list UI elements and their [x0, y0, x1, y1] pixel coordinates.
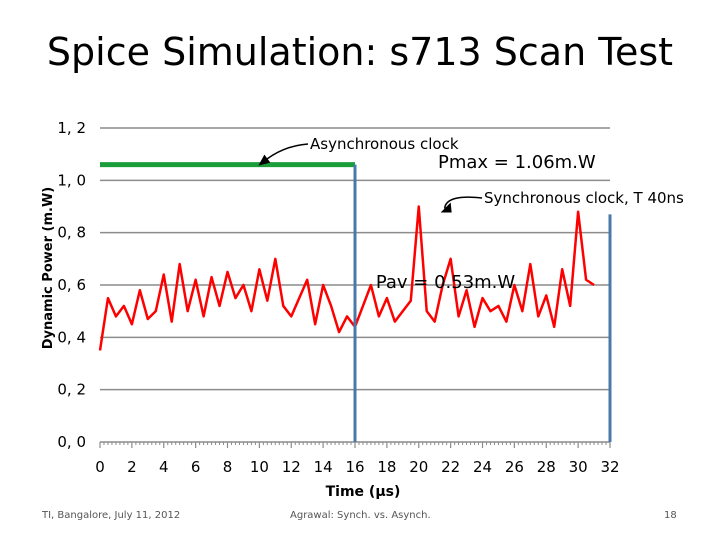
slide-title: Spice Simulation: s713 Scan Test	[46, 30, 674, 74]
x-tick-label: 0	[95, 458, 105, 476]
x-tick-label: 6	[191, 458, 201, 476]
x-tick-label: 12	[282, 458, 301, 476]
annotation-arrow	[261, 143, 309, 164]
chart-axes	[99, 441, 611, 448]
chart-markers	[353, 164, 612, 442]
annotation-async-clock: Asynchronous clock	[310, 135, 459, 153]
x-tick-label: 26	[505, 458, 524, 476]
sync-clock-series	[98, 205, 595, 351]
y-tick-labels: 0, 0 0, 2 0, 4 0, 6 0, 8 1, 0 1, 2	[57, 119, 86, 451]
y-tick-label: 1, 2	[57, 119, 86, 137]
y-tick-label: 1, 0	[57, 171, 86, 189]
y-tick-label: 0, 8	[57, 224, 86, 242]
x-tick-label: 4	[159, 458, 169, 476]
page-number: 18	[664, 510, 677, 521]
x-tick-label: 20	[409, 458, 428, 476]
x-tick-label: 32	[600, 458, 619, 476]
x-tick-label: 2	[127, 458, 137, 476]
annotation-arrow	[443, 196, 483, 209]
x-tick-label: 18	[377, 458, 396, 476]
y-tick-label: 0, 6	[57, 276, 86, 294]
annotation-pmax: Pmax = 1.06m.W	[438, 152, 596, 173]
x-tick-labels: 0 2 4 6 8 10 12 14 16 18 20 22 24 26 28 30 32	[95, 458, 619, 476]
x-tick-label: 14	[314, 458, 333, 476]
chart-series	[98, 162, 595, 351]
y-tick-label: 0, 2	[57, 381, 86, 399]
annotation-arrowhead	[440, 202, 452, 213]
y-tick-label: 0, 0	[57, 433, 86, 451]
y-axis-label: Dynamic Power (m.W)	[41, 187, 56, 349]
x-tick-label: 28	[537, 458, 556, 476]
footer-center: Agrawal: Synch. vs. Asynch.	[290, 510, 431, 521]
y-tick-label: 0, 4	[57, 328, 86, 346]
x-tick-label: 30	[569, 458, 588, 476]
annotation-arrowhead	[258, 154, 271, 166]
x-tick-label: 16	[345, 458, 364, 476]
annotation-sync-clock: Synchronous clock, T 40ns	[484, 189, 684, 207]
annotation-pav: Pav = 0.53m.W	[376, 272, 516, 293]
footer-left: TI, Bangalore, July 11, 2012	[42, 510, 181, 521]
x-tick-label: 24	[473, 458, 492, 476]
x-tick-label: 10	[250, 458, 269, 476]
x-tick-label: 22	[441, 458, 460, 476]
x-tick-label: 8	[223, 458, 233, 476]
x-axis-label: Time (µs)	[326, 484, 401, 500]
